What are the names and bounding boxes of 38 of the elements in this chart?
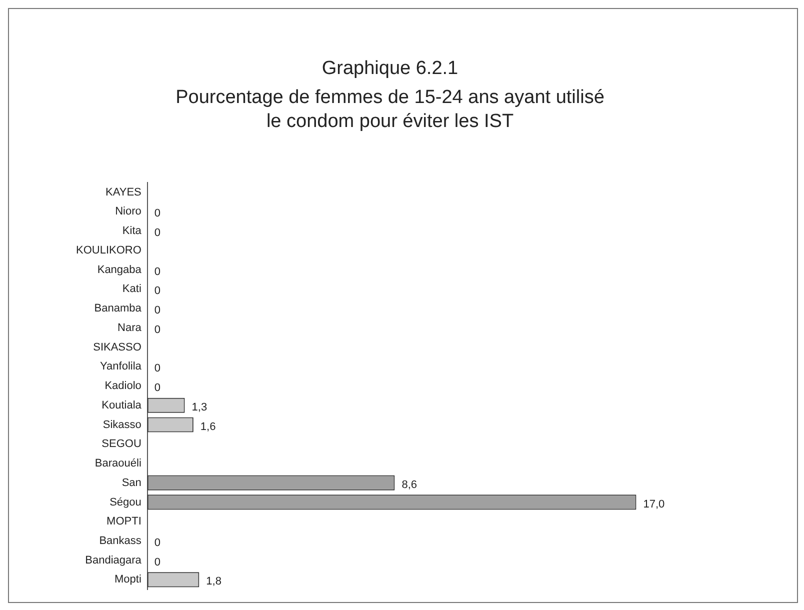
y-tick-label: MOPTI [106,516,142,528]
y-tick-label: Bankass [99,535,142,548]
data-label: 0 [154,537,161,550]
data-label: 1,6 [200,420,216,433]
y-tick-label: Bandiagara [85,554,142,566]
data-label: 1,8 [206,576,222,588]
y-tick-label: Mopti [114,574,142,586]
y-tick-label: Kita [122,225,142,238]
y-tick-label: Kadiolo [104,380,142,392]
y-tick-label: SIKASSO [93,341,142,354]
chart-subtitle: Pourcentage de femmes de 15-24 ans ayant utilisé le condom pour éviter les IST [174,86,606,134]
y-tick-label: KAYES [106,186,142,198]
y-tick-label: Kangaba [97,264,142,276]
y-tick-label: Yanfolila [100,360,142,373]
data-label: 0 [154,304,161,317]
data-label: 0 [154,324,161,336]
y-tick-label: KOULIKORO [76,244,142,256]
y-tick-label: Ségou [110,496,142,508]
data-label: 0 [154,208,161,220]
data-label: 0 [154,362,161,375]
chart-title: Graphique 6.2.1 [320,58,460,80]
data-label: 17,0 [643,498,665,510]
y-tick-label: Nioro [115,206,142,218]
data-label: 0 [154,227,161,240]
y-tick-label: Kati [122,283,142,296]
data-label: 0 [154,266,161,278]
data-label: 0 [154,285,161,298]
data-label: 0 [154,556,161,568]
data-label: 1,3 [192,401,208,414]
data-label: 8,6 [402,478,417,491]
y-tick-label: San [122,476,142,489]
y-tick-label: Sikasso [102,418,142,431]
data-label: 0 [154,382,161,394]
y-tick-label: SEGOU [102,438,142,450]
y-tick-label: Baraouéli [94,458,142,470]
y-tick-label: Banamba [94,302,142,315]
y-tick-label: Koutiala [102,399,142,412]
y-tick-label: Nara [118,322,142,334]
